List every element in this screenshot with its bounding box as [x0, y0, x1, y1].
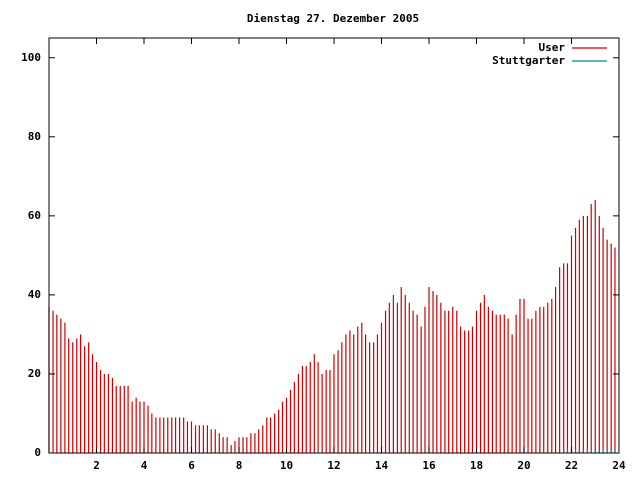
- legend-label: Stuttgarter: [492, 54, 565, 67]
- x-tick-label: 12: [327, 459, 340, 472]
- x-tick-label: 6: [188, 459, 195, 472]
- chart-title: Dienstag 27. Dezember 2005: [247, 12, 419, 25]
- x-tick-label: 22: [565, 459, 578, 472]
- x-tick-label: 4: [141, 459, 148, 472]
- plot-area: [48, 200, 616, 453]
- y-tick-label: 100: [21, 51, 41, 64]
- x-tick-label: 14: [375, 459, 389, 472]
- y-tick-label: 80: [28, 130, 41, 143]
- x-tick-label: 18: [470, 459, 483, 472]
- x-tick-label: 2: [93, 459, 100, 472]
- y-tick-label: 60: [28, 209, 41, 222]
- y-tick-label: 0: [34, 446, 41, 459]
- x-tick-label: 20: [517, 459, 530, 472]
- x-tick-label: 16: [422, 459, 436, 472]
- y-tick-label: 20: [28, 367, 41, 380]
- x-tick-label: 8: [236, 459, 243, 472]
- legend-label: User: [539, 41, 566, 54]
- y-tick-label: 40: [28, 288, 41, 301]
- x-tick-label: 24: [612, 459, 626, 472]
- x-tick-label: 10: [280, 459, 293, 472]
